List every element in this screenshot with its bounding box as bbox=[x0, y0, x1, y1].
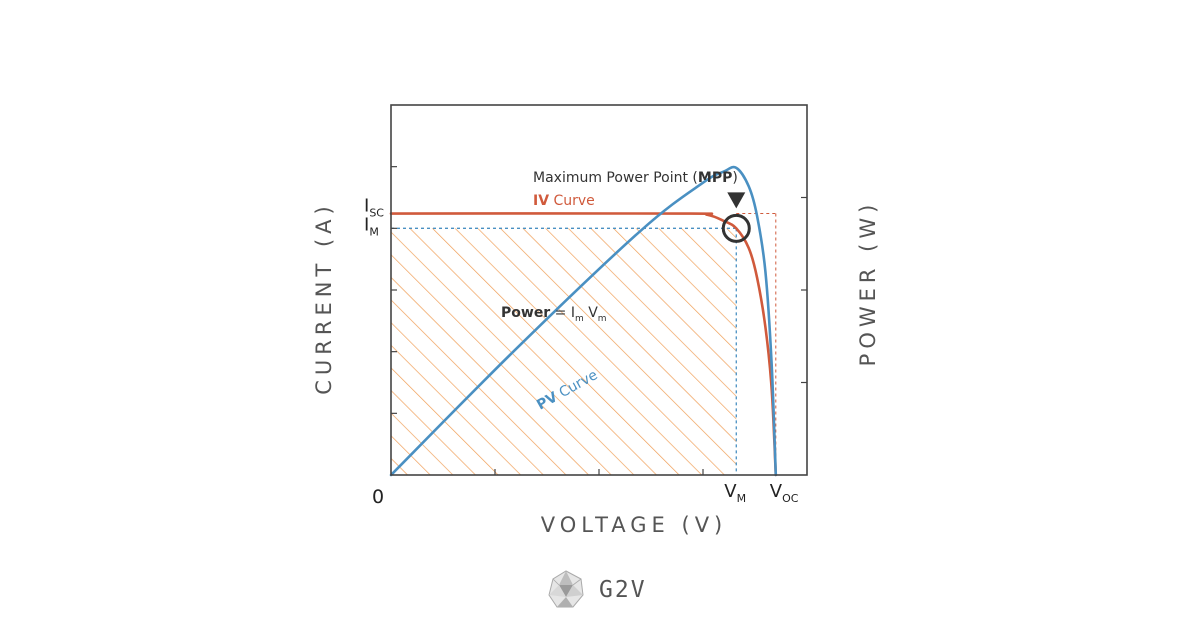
series-line-iv bbox=[389, 212, 778, 477]
y-axis-right-label: POWER (W) bbox=[856, 199, 880, 367]
origin-label: 0 bbox=[372, 486, 384, 508]
mpp-label: Maximum Power Point (MPP) bbox=[533, 170, 738, 186]
mpp-marker bbox=[721, 213, 751, 243]
y-axis-label: CURRENT (A) bbox=[312, 201, 336, 395]
g2v-logo-icon bbox=[548, 570, 584, 608]
y-tick-label-m: IM bbox=[364, 214, 379, 238]
power-formula-label: Power = Im Vm bbox=[501, 305, 607, 324]
brand-name: G2V bbox=[599, 577, 647, 603]
mpp-arrow-icon bbox=[727, 192, 746, 209]
x-tick-label-oc: VOC bbox=[770, 481, 799, 505]
series-line-pv bbox=[389, 165, 778, 477]
iv-curve-label: IV Curve bbox=[533, 193, 595, 209]
x-tick-label-m: VM bbox=[724, 481, 746, 505]
power-area bbox=[391, 228, 737, 475]
y-tick-label-sc: ISC bbox=[364, 196, 384, 220]
x-axis-label: VOLTAGE (V) bbox=[540, 513, 728, 537]
brand: G2V bbox=[545, 568, 647, 612]
